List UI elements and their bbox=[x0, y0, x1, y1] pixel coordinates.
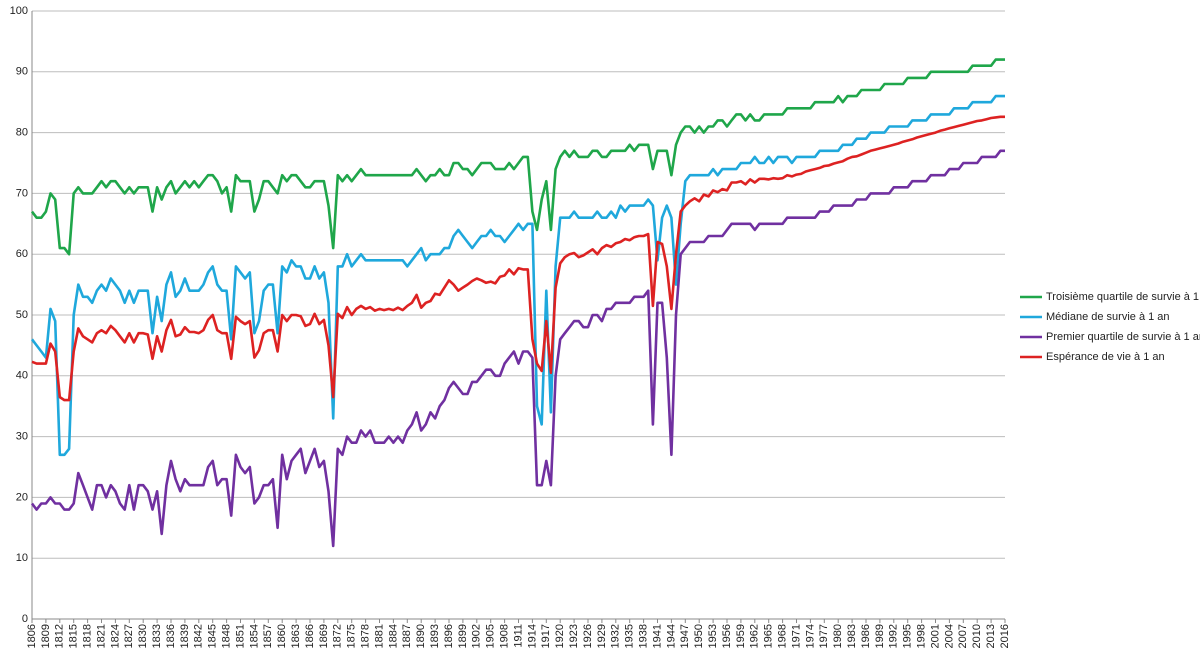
x-tick-label: 1866 bbox=[304, 624, 316, 648]
x-tick-label: 1929 bbox=[596, 624, 608, 648]
y-tick-label: 30 bbox=[16, 431, 28, 443]
x-tick-label: 1932 bbox=[610, 624, 622, 648]
x-tick-label: 1989 bbox=[874, 624, 886, 648]
series-line bbox=[30, 94, 1005, 457]
x-tick-label: 2016 bbox=[999, 624, 1011, 648]
series-line bbox=[31, 115, 1005, 402]
x-tick-label: 1905 bbox=[485, 624, 497, 648]
y-tick-label: 20 bbox=[16, 491, 28, 503]
x-tick-label: 1974 bbox=[804, 624, 816, 648]
x-tick-label: 1824 bbox=[109, 624, 121, 648]
x-tick-label: 2007 bbox=[957, 624, 969, 648]
x-tick-label: 1815 bbox=[68, 624, 80, 648]
series-line bbox=[30, 58, 1005, 256]
y-tick-label: 10 bbox=[16, 552, 28, 564]
x-tick-label: 1959 bbox=[735, 624, 747, 648]
x-tick-label: 1911 bbox=[512, 624, 524, 648]
x-tick-label: 1992 bbox=[888, 624, 900, 648]
x-tick-label: 1926 bbox=[582, 624, 594, 648]
x-tick-label: 1920 bbox=[554, 624, 566, 648]
x-tick-label: 1839 bbox=[179, 624, 191, 648]
x-tick-label: 1962 bbox=[749, 624, 761, 648]
x-tick-label: 1965 bbox=[763, 624, 775, 648]
x-tick-label: 2010 bbox=[971, 624, 983, 648]
x-tick-label: 1950 bbox=[693, 624, 705, 648]
legend-label: Médiane de survie à 1 an bbox=[1046, 311, 1170, 323]
x-tick-label: 1845 bbox=[207, 624, 219, 648]
x-tick-label: 1893 bbox=[429, 624, 441, 648]
x-tick-label: 1980 bbox=[832, 624, 844, 648]
legend-label: Premier quartile de survie à 1 an bbox=[1046, 331, 1200, 343]
x-tick-label: 1938 bbox=[638, 624, 650, 648]
y-tick-label: 40 bbox=[16, 370, 28, 382]
x-tick-label: 1896 bbox=[443, 624, 455, 648]
x-tick-label: 1854 bbox=[248, 624, 260, 648]
series-line bbox=[30, 149, 1005, 548]
y-tick-label: 100 bbox=[10, 5, 28, 17]
x-tick-label: 1848 bbox=[221, 624, 233, 648]
x-tick-label: 1902 bbox=[471, 624, 483, 648]
y-tick-label: 50 bbox=[16, 309, 28, 321]
x-tick-label: 1923 bbox=[568, 624, 580, 648]
x-tick-label: 1908 bbox=[499, 624, 511, 648]
x-tick-label: 2004 bbox=[943, 624, 955, 648]
y-tick-label: 70 bbox=[16, 187, 28, 199]
y-tick-label: 80 bbox=[16, 127, 28, 139]
x-tick-label: 1914 bbox=[526, 624, 538, 648]
x-tick-label: 1809 bbox=[40, 624, 52, 648]
x-tick-label: 1947 bbox=[679, 624, 691, 648]
x-tick-label: 1806 bbox=[26, 624, 38, 648]
x-tick-label: 1899 bbox=[457, 624, 469, 648]
legend-label: Espérance de vie à 1 an bbox=[1046, 351, 1165, 363]
x-tick-label: 1872 bbox=[332, 624, 344, 648]
x-tick-label: 1836 bbox=[165, 624, 177, 648]
x-tick-label: 1884 bbox=[387, 624, 399, 648]
x-tick-label: 1833 bbox=[151, 624, 163, 648]
legend-label: Troisième quartile de survie à 1 an bbox=[1046, 291, 1200, 303]
x-tick-label: 1971 bbox=[790, 624, 802, 648]
x-tick-label: 1881 bbox=[373, 624, 385, 648]
y-tick-label: 90 bbox=[16, 66, 28, 78]
x-tick-label: 1878 bbox=[360, 624, 372, 648]
x-tick-label: 1869 bbox=[318, 624, 330, 648]
x-tick-label: 1857 bbox=[262, 624, 274, 648]
x-tick-label: 1875 bbox=[346, 624, 358, 648]
x-tick-label: 1953 bbox=[707, 624, 719, 648]
x-tick-label: 1830 bbox=[137, 624, 149, 648]
x-tick-label: 1983 bbox=[846, 624, 858, 648]
x-tick-label: 1995 bbox=[902, 624, 914, 648]
x-tick-label: 1935 bbox=[624, 624, 636, 648]
x-tick-label: 1860 bbox=[276, 624, 288, 648]
y-tick-label: 60 bbox=[16, 248, 28, 260]
x-tick-label: 1821 bbox=[95, 624, 107, 648]
x-tick-label: 1842 bbox=[193, 624, 205, 648]
x-tick-label: 1827 bbox=[123, 624, 135, 648]
x-tick-label: 1956 bbox=[721, 624, 733, 648]
x-tick-label: 1917 bbox=[540, 624, 552, 648]
x-tick-label: 1968 bbox=[777, 624, 789, 648]
x-tick-label: 1986 bbox=[860, 624, 872, 648]
x-tick-label: 1944 bbox=[665, 624, 677, 648]
x-tick-label: 1812 bbox=[54, 624, 66, 648]
x-tick-label: 1998 bbox=[916, 624, 928, 648]
x-tick-label: 1863 bbox=[290, 624, 302, 648]
y-tick-label: 0 bbox=[22, 613, 28, 625]
x-tick-label: 1941 bbox=[651, 624, 663, 648]
x-tick-label: 1851 bbox=[234, 624, 246, 648]
x-tick-label: 1890 bbox=[415, 624, 427, 648]
x-tick-label: 2013 bbox=[985, 624, 997, 648]
x-tick-label: 1977 bbox=[818, 624, 830, 648]
x-tick-label: 1818 bbox=[82, 624, 94, 648]
x-tick-label: 1887 bbox=[401, 624, 413, 648]
x-tick-label: 2001 bbox=[929, 624, 941, 648]
